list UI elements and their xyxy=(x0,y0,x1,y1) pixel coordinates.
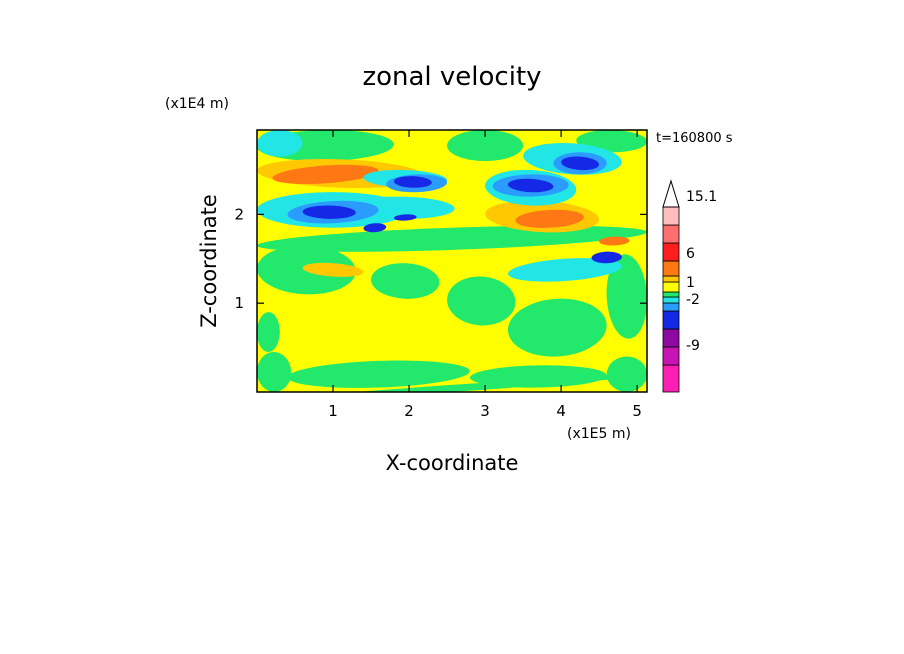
contour-region xyxy=(363,223,387,233)
contour-region xyxy=(257,130,303,157)
plot-area xyxy=(257,130,647,392)
colorbar-segment xyxy=(662,302,680,312)
contour-region xyxy=(302,262,364,277)
colorbar-segment xyxy=(662,310,680,330)
x-axis-unit: (x1E5 m) xyxy=(567,426,631,442)
colorbar-segment xyxy=(662,206,680,226)
colorbar-label: -2 xyxy=(686,292,700,308)
colorbar-segment xyxy=(662,224,680,244)
contour-region xyxy=(257,352,292,392)
y-tick-label: 1 xyxy=(234,294,244,312)
colorbar-segment xyxy=(662,275,680,283)
contour-region xyxy=(447,130,524,162)
y-axis-label: Z-coordinate xyxy=(197,194,221,328)
contour-region xyxy=(469,365,607,388)
x-axis-ticks: 1 2 3 4 5 xyxy=(328,130,642,420)
contour-region xyxy=(606,254,647,339)
contour-region xyxy=(272,164,379,185)
colorbar-segment xyxy=(662,260,680,277)
contour-region xyxy=(393,214,417,221)
y-axis-ticks: 12 xyxy=(234,205,647,312)
colorbar-segment xyxy=(662,281,680,293)
contour-region xyxy=(507,298,607,357)
colorbar: 15.1 6 1-2 -9 xyxy=(662,179,717,393)
x-tick-label: 4 xyxy=(556,402,566,420)
y-tick-label: 2 xyxy=(234,205,244,223)
colorbar-label: 6 xyxy=(686,246,695,262)
x-axis-label: X-coordinate xyxy=(386,451,519,475)
contour-region xyxy=(599,236,630,246)
contour-region xyxy=(515,209,584,228)
contour-region xyxy=(393,176,432,188)
plot-frame xyxy=(256,129,648,393)
colorbar-segment xyxy=(662,291,680,298)
colorbar-label: -9 xyxy=(686,338,700,354)
contour-region xyxy=(507,178,554,193)
colorbar-overflow-arrow xyxy=(662,179,680,208)
x-tick-label: 1 xyxy=(328,402,338,420)
colorbar-segment xyxy=(662,364,680,393)
contour-region xyxy=(257,312,280,353)
time-label: t=160800 s xyxy=(656,131,733,146)
contour-region xyxy=(371,263,440,299)
x-tick-label: 3 xyxy=(480,402,490,420)
colorbar-segment xyxy=(662,242,680,262)
contour-region xyxy=(302,205,356,219)
colorbar-segment xyxy=(662,296,680,304)
colorbar-segment xyxy=(662,346,680,366)
chart-title: zonal velocity xyxy=(362,62,541,92)
x-tick-label: 2 xyxy=(404,402,414,420)
x-tick-label: 5 xyxy=(632,402,642,420)
contour-region xyxy=(508,258,622,282)
contour-region xyxy=(447,276,516,326)
colorbar-label: 1 xyxy=(686,275,695,291)
contour-region xyxy=(606,356,647,392)
colorbar-label: 15.1 xyxy=(686,189,717,205)
y-axis-unit: (x1E4 m) xyxy=(165,96,229,112)
contour-region xyxy=(561,156,600,171)
colorbar-segment xyxy=(662,328,680,348)
contour-region xyxy=(591,251,622,264)
contour-region xyxy=(287,360,470,388)
